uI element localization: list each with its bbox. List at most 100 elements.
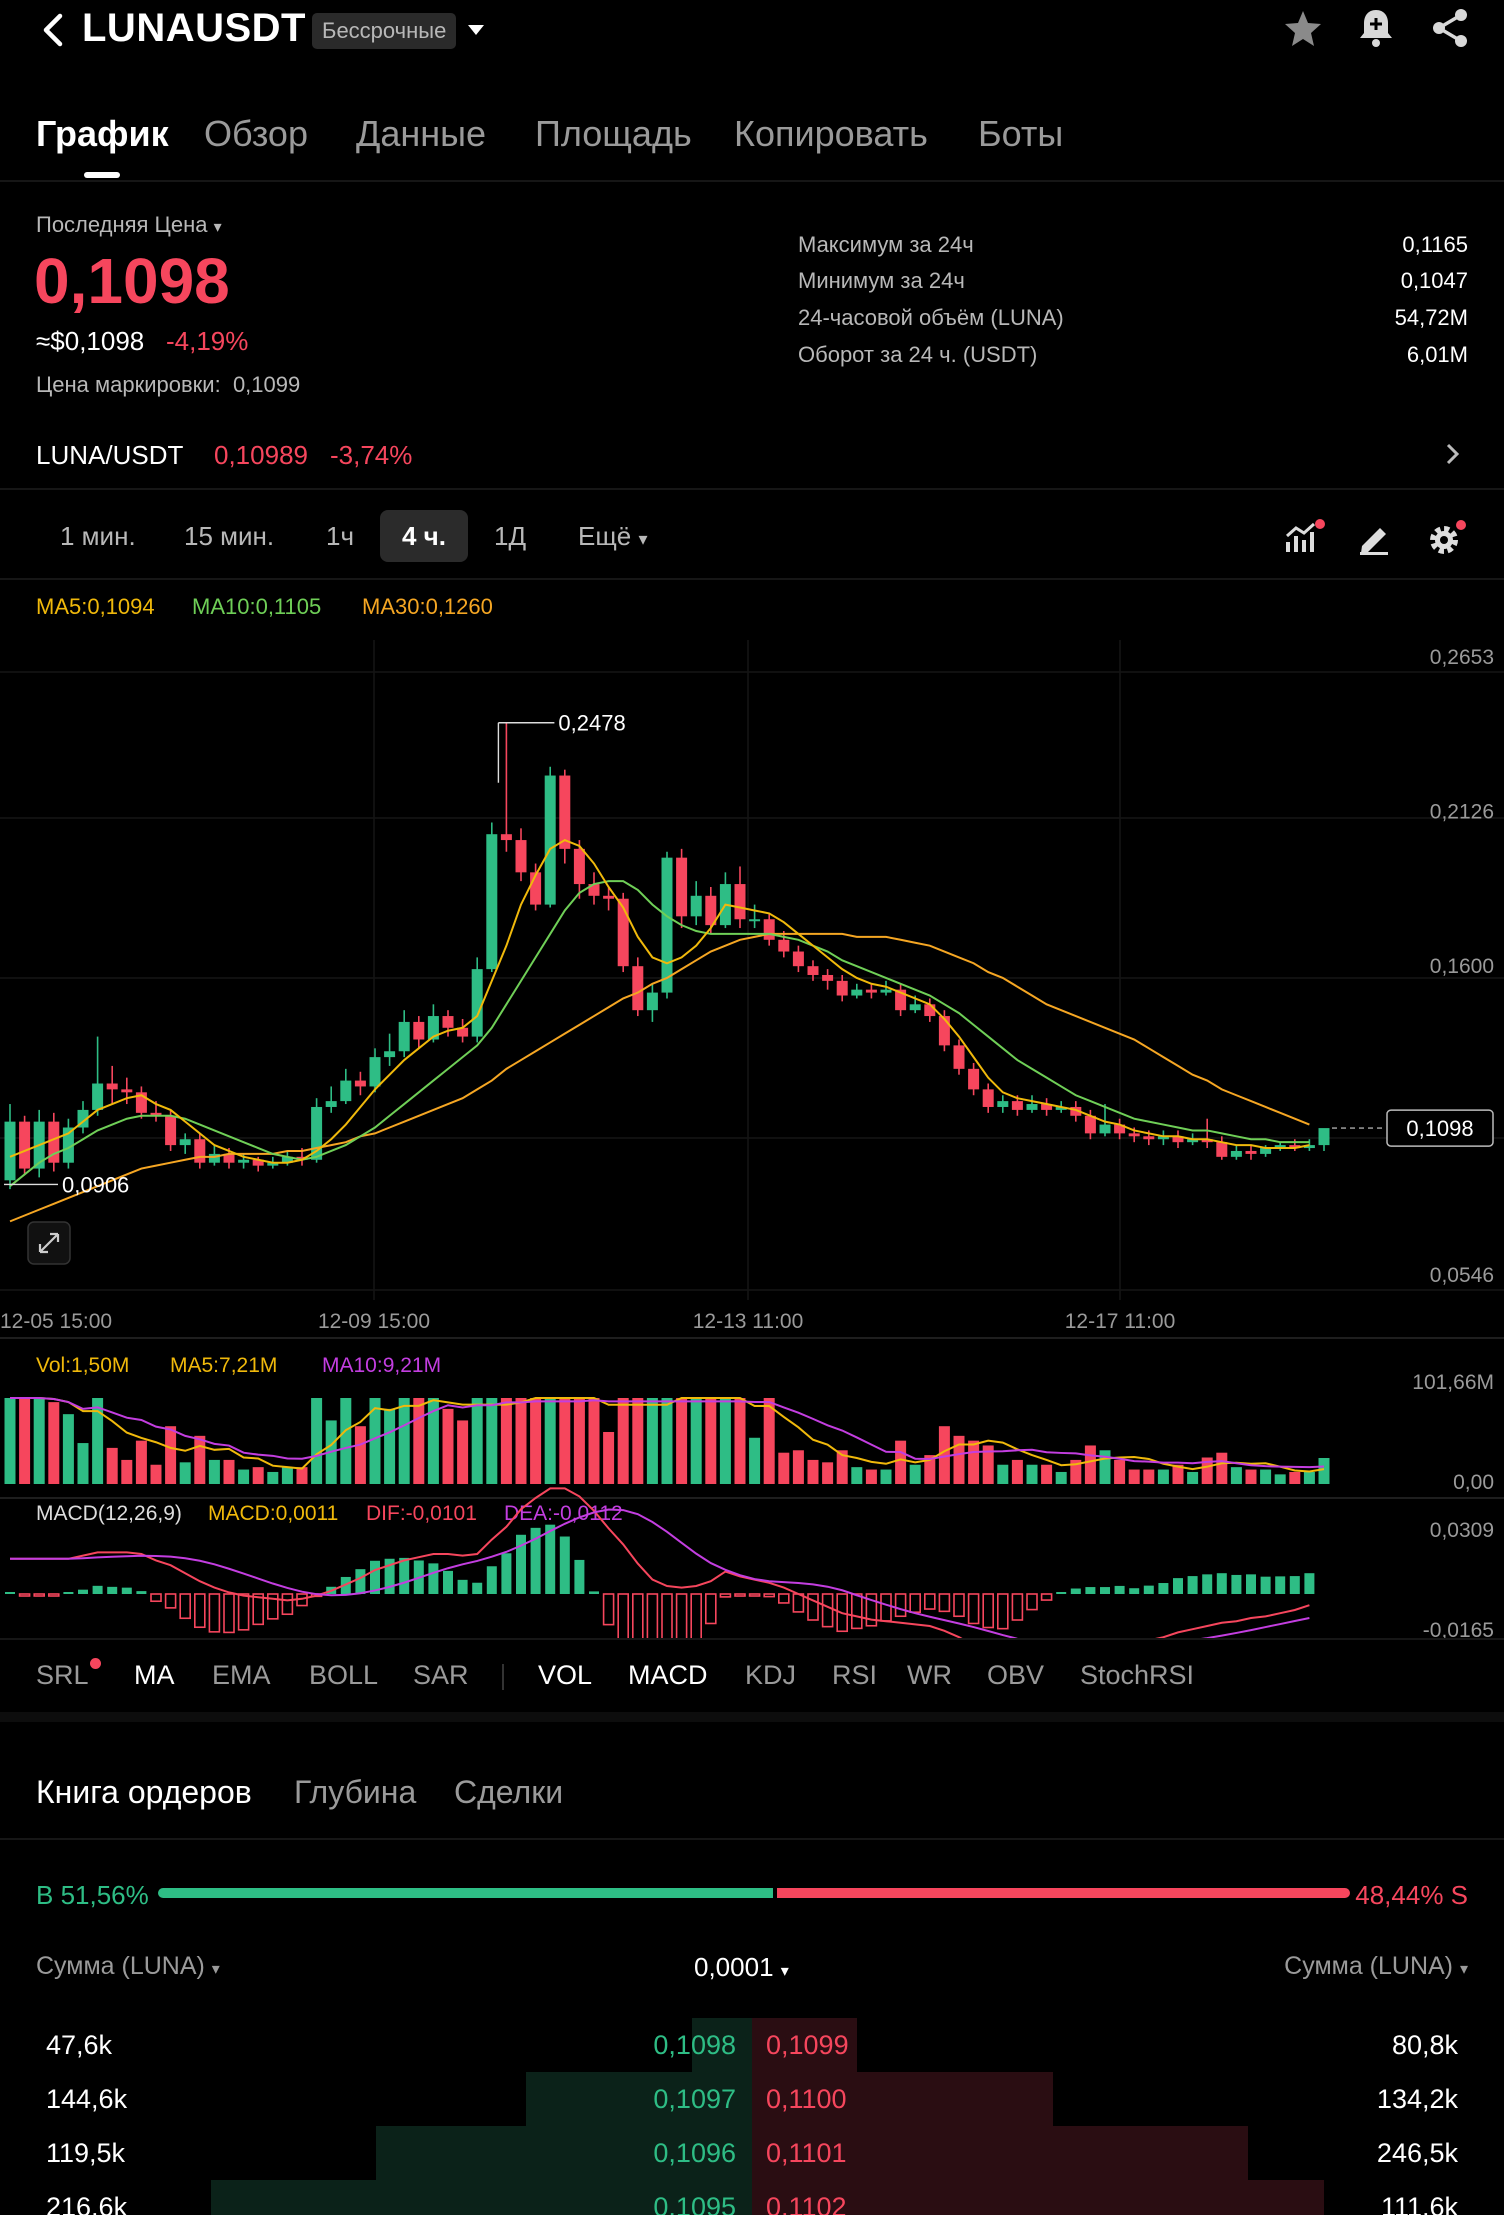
candle: [617, 898, 629, 967]
caret-down-icon[interactable]: [466, 22, 486, 38]
last-price-label[interactable]: Последняя Цена ▾: [36, 212, 222, 237]
tab-orderbook[interactable]: Книга ордеров: [36, 1774, 252, 1810]
volume-bar: [909, 1464, 921, 1484]
macd-histogram-bar: [574, 1559, 585, 1594]
star-icon[interactable]: [1282, 8, 1324, 50]
volume-bar: [734, 1398, 746, 1484]
indicators-icon[interactable]: [1284, 518, 1326, 556]
tick-size-select[interactable]: 0,0001 ▾: [694, 1952, 789, 1982]
interval-1d[interactable]: 1Д: [494, 521, 527, 551]
indicator-sar[interactable]: SAR: [413, 1660, 469, 1690]
macd-histogram-bar: [179, 1593, 191, 1620]
draw-pencil-icon[interactable]: [1356, 520, 1392, 556]
bid-amount-header[interactable]: Сумма (LUNA) ▾: [36, 1952, 220, 1980]
stat-high-value: 0,1165: [1402, 232, 1468, 257]
dea-line: [10, 1508, 1310, 1638]
indicator-vol[interactable]: VOL: [538, 1660, 593, 1690]
candle: [924, 1004, 936, 1017]
price-alert-icon[interactable]: [1354, 6, 1398, 50]
indicator-ema[interactable]: EMA: [212, 1660, 271, 1690]
volume-bar: [1172, 1464, 1184, 1484]
orderbook-row[interactable]: 144,6k 0,1097 0,1100 134,2k: [0, 2072, 1504, 2126]
interval-1h[interactable]: 1ч: [326, 521, 355, 551]
candle: [398, 1021, 410, 1052]
indicator-srl[interactable]: SRL: [36, 1658, 101, 1691]
indicator-divider: [502, 1664, 504, 1690]
volume-bar: [676, 1398, 688, 1484]
tab-trades[interactable]: Сделки: [454, 1774, 564, 1810]
macd-histogram-bar: [472, 1582, 483, 1594]
macd-histogram-bar: [1129, 1588, 1140, 1594]
candle: [500, 834, 512, 841]
tab-chart[interactable]: График: [36, 113, 169, 154]
ask-depth-bar: [752, 2126, 1249, 2180]
interval-4h[interactable]: 4 ч.: [380, 510, 469, 562]
indicator-stochrsi[interactable]: StochRSI: [1080, 1660, 1195, 1690]
volume-bar: [559, 1398, 571, 1484]
macd-histogram-bar: [748, 1593, 761, 1597]
macd-histogram-bar: [370, 1560, 380, 1594]
volume-bar: [646, 1398, 658, 1484]
stat-turnover-value: 6,01M: [1406, 342, 1468, 367]
contract-type-badge[interactable]: Бессрочные: [312, 13, 457, 49]
price-chart[interactable]: 0,2653 0,2126 0,1600 0,0546 12-05 15:00 12-09…: [0, 578, 1504, 1638]
settings-gear-icon[interactable]: [1424, 518, 1468, 558]
indicator-wr[interactable]: WR: [907, 1660, 952, 1690]
candle: [851, 989, 863, 996]
volume-bar: [1084, 1445, 1096, 1484]
tab-overview[interactable]: Обзор: [204, 113, 308, 154]
dif-line: [10, 1487, 1310, 1638]
indicator-kdj[interactable]: KDJ: [745, 1660, 797, 1690]
macd-histogram-bar: [443, 1570, 453, 1594]
chevron-right-icon[interactable]: [1440, 440, 1464, 468]
tab-data[interactable]: Данные: [356, 113, 487, 154]
interval-1m[interactable]: 1 мин.: [60, 521, 136, 551]
volume-bar: [865, 1469, 877, 1484]
macd-histogram-bar: [1011, 1593, 1024, 1621]
candle: [953, 1045, 965, 1069]
spot-pair[interactable]: LUNA/USDT: [36, 440, 184, 470]
stat-turnover-label: Оборот за 24 ч. (USDT): [798, 342, 1038, 367]
tab-square[interactable]: Площадь: [535, 113, 692, 154]
orderbook-row[interactable]: 119,5k 0,1096 0,1101 246,5k: [0, 2126, 1504, 2180]
share-icon[interactable]: [1428, 6, 1472, 50]
interval-15m[interactable]: 15 мин.: [184, 521, 275, 551]
interval-more[interactable]: Ещё ▾: [578, 521, 648, 551]
ask-depth-bar: [752, 2018, 858, 2072]
volume-bar: [1128, 1469, 1140, 1484]
macd-histogram-bar: [675, 1593, 688, 1638]
volume-bar: [719, 1398, 731, 1484]
orderbook-row[interactable]: 47,6k 0,1098 0,1099 80,8k: [0, 2018, 1504, 2072]
back-arrow-icon[interactable]: [34, 8, 74, 52]
candle: [1114, 1124, 1126, 1134]
indicator-macd[interactable]: MACD: [628, 1660, 708, 1690]
volume-bar: [106, 1447, 118, 1484]
ask-amount-header[interactable]: Сумма (LUNA) ▾: [1284, 1952, 1468, 1980]
indicator-obv[interactable]: OBV: [987, 1660, 1045, 1690]
tab-copy[interactable]: Копировать: [734, 113, 928, 154]
volume-bar: [165, 1426, 177, 1484]
x-tick-label: 12-13 11:00: [693, 1310, 804, 1333]
volume-bar: [48, 1402, 60, 1484]
tab-depth[interactable]: Глубина: [294, 1774, 417, 1810]
ma5-line: [9, 838, 1310, 1164]
stat-low-label: Минимум за 24ч: [798, 268, 965, 293]
indicator-ma[interactable]: MA: [134, 1660, 175, 1690]
macd-histogram-bar: [880, 1593, 892, 1622]
candle: [530, 872, 542, 905]
candle: [208, 1153, 220, 1163]
volume-bar: [1157, 1469, 1169, 1484]
orderbook-row[interactable]: 216,6k 0,1095 0,1102 111,6k: [0, 2180, 1504, 2215]
indicator-boll[interactable]: BOLL: [309, 1660, 379, 1690]
candle: [792, 951, 804, 967]
macd-histogram-bar: [1143, 1585, 1154, 1594]
macd-title: MACD(12,26,9): [36, 1502, 182, 1525]
symbol-title[interactable]: LUNAUSDT: [82, 6, 306, 50]
volume-bar: [121, 1459, 133, 1484]
volume-bar: [1041, 1464, 1053, 1484]
bid-amount: 119,5k: [46, 2138, 126, 2168]
tab-bots[interactable]: Боты: [978, 113, 1064, 154]
candle: [369, 1057, 381, 1087]
indicator-rsi[interactable]: RSI: [832, 1660, 878, 1690]
volume-bar: [92, 1398, 104, 1484]
